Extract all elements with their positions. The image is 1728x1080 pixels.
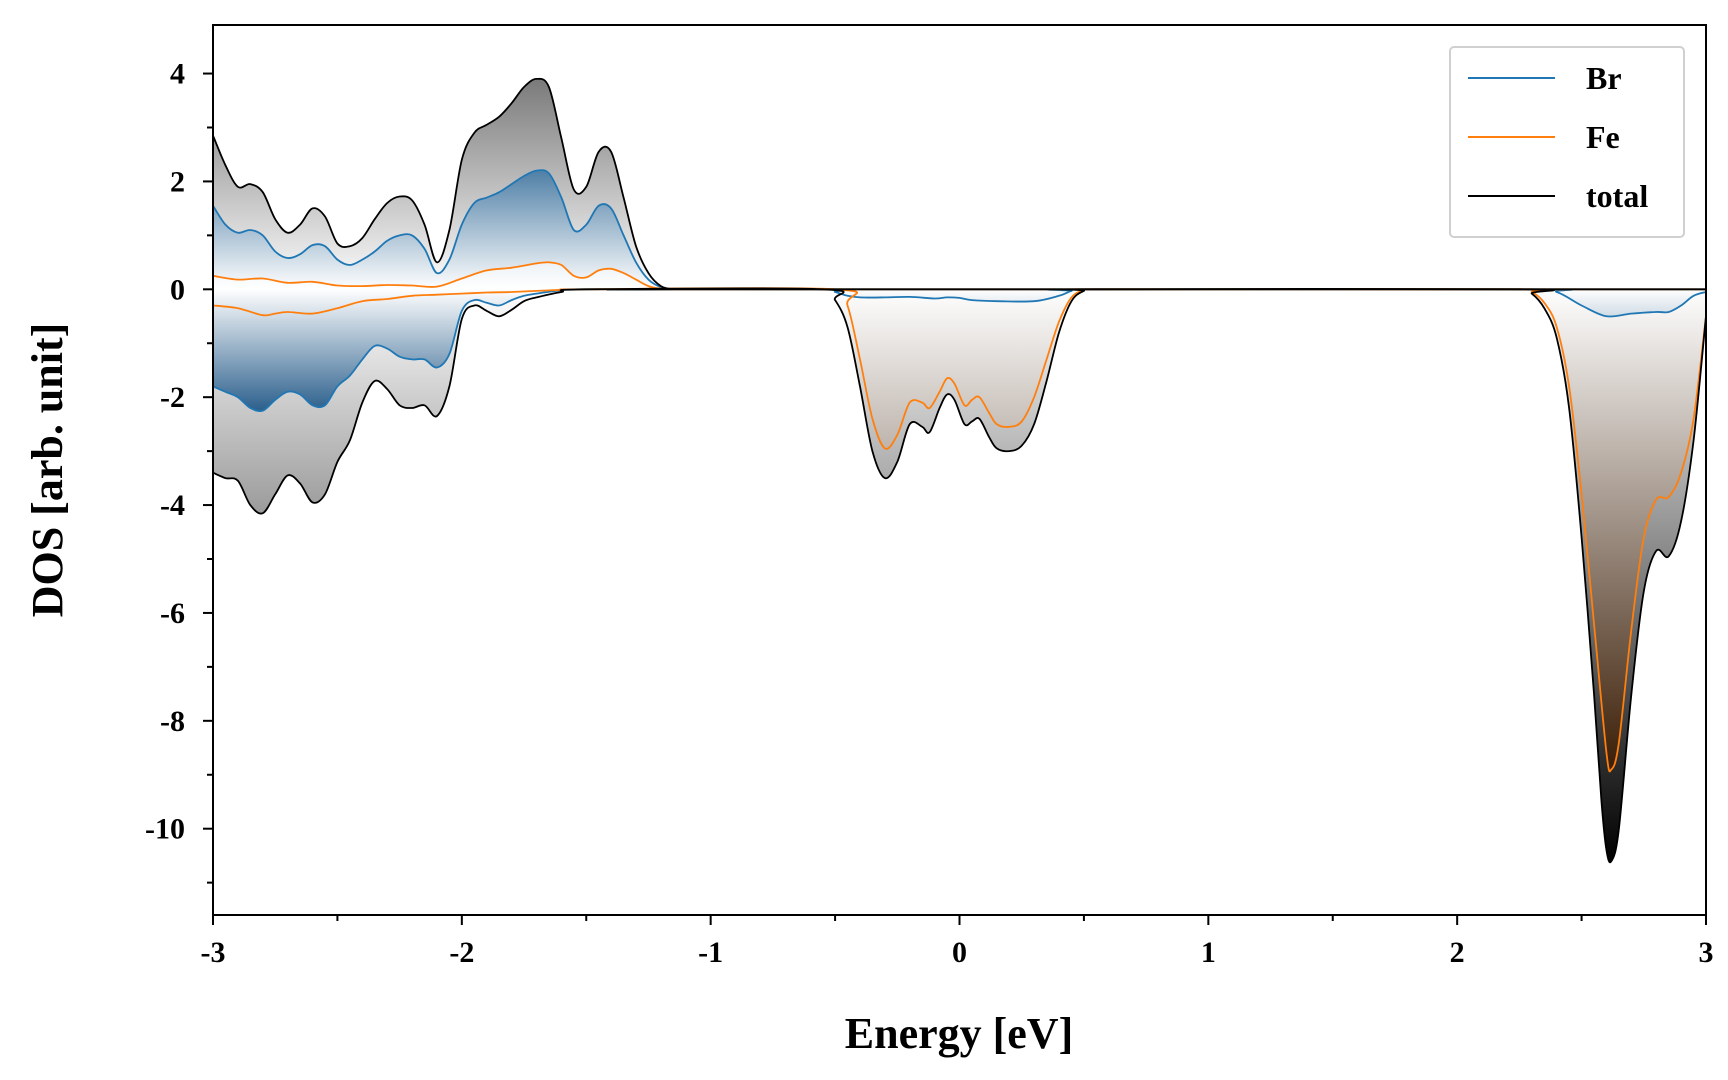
y-tick-label: 4	[170, 58, 185, 91]
legend-label-fe: Fe	[1586, 119, 1620, 155]
series-lines	[213, 77, 1706, 864]
fe-down-fill	[213, 288, 1706, 772]
y-axis-ticks: 4 2 0 -2 -4 -6 -8 -10	[145, 58, 213, 884]
x-axis-ticks: -3 -2 -1 0 1 2 3	[201, 915, 1714, 969]
x-tick-label: 1	[1201, 936, 1216, 969]
br-up-line	[213, 169, 1706, 291]
total-down-line	[213, 287, 1706, 864]
y-tick-label: -2	[160, 381, 185, 414]
total-up-line	[213, 77, 1706, 291]
legend-label-br: Br	[1586, 60, 1622, 96]
y-tick-label: 0	[170, 273, 185, 306]
legend: Br Fe total	[1449, 46, 1685, 238]
legend-box	[1449, 46, 1685, 238]
y-tick-label: -6	[160, 597, 185, 630]
y-tick-label: 2	[170, 165, 185, 198]
x-tick-label: 3	[1699, 936, 1714, 969]
legend-label-total: total	[1586, 178, 1648, 214]
x-tick-label: -3	[201, 936, 226, 969]
y-tick-label: -4	[160, 489, 185, 522]
y-tick-label: -10	[145, 813, 185, 846]
y-tick-label: -8	[160, 705, 185, 738]
br-up-fill	[213, 170, 1706, 290]
fe-down-line	[213, 287, 1706, 773]
x-axis-label: Energy [eV]	[845, 1009, 1074, 1058]
x-tick-label: -2	[449, 936, 474, 969]
fe-up-fill	[213, 262, 1706, 290]
x-tick-label: 2	[1450, 936, 1465, 969]
y-axis-label: DOS [arb. unit]	[23, 323, 72, 618]
x-tick-label: 0	[952, 936, 967, 969]
x-tick-label: -1	[698, 936, 723, 969]
